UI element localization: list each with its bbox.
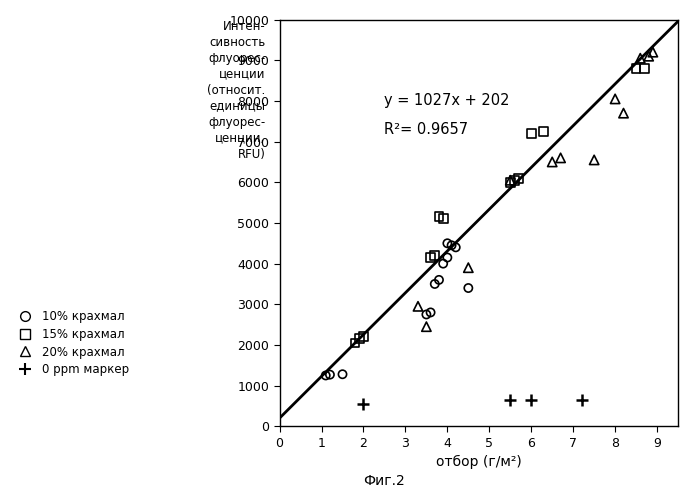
Point <box>438 260 449 268</box>
Point <box>442 254 453 262</box>
Point <box>425 309 436 317</box>
Point <box>463 284 474 292</box>
Point <box>425 254 436 262</box>
Point <box>446 242 457 249</box>
Point <box>358 333 369 341</box>
Point <box>505 176 516 184</box>
Point <box>350 339 361 347</box>
Point <box>547 158 558 166</box>
Point <box>320 371 331 379</box>
Point <box>639 65 650 73</box>
Point <box>354 335 365 343</box>
Point <box>643 52 654 60</box>
Point <box>358 400 369 408</box>
Text: Интен-
сивность
флуорес-
ценции
(относит.
единицы
флуорес-
ценции,
RFU): Интен- сивность флуорес- ценции (относит… <box>208 20 266 161</box>
Point <box>509 176 520 184</box>
Point <box>618 109 629 117</box>
Point <box>505 396 516 404</box>
Point <box>505 178 516 186</box>
Point <box>324 371 336 379</box>
Point <box>421 323 432 331</box>
Point <box>433 213 445 221</box>
Text: y = 1027x + 202: y = 1027x + 202 <box>384 94 510 108</box>
Point <box>647 48 658 56</box>
Legend: 10% крахмал, 15% крахмал, 20% крахмал, 0 ppm маркер: 10% крахмал, 15% крахмал, 20% крахмал, 0… <box>13 310 129 376</box>
X-axis label: отбор (г/м²): отбор (г/м²) <box>436 455 521 469</box>
Point <box>421 311 432 319</box>
Point <box>442 239 453 247</box>
Point <box>450 244 461 251</box>
Point <box>589 156 600 164</box>
Point <box>555 154 566 162</box>
Point <box>438 215 449 223</box>
Text: Фиг.2: Фиг.2 <box>363 473 405 488</box>
Point <box>337 370 348 378</box>
Point <box>526 396 537 404</box>
Point <box>576 396 587 404</box>
Point <box>429 280 440 288</box>
Point <box>463 264 474 271</box>
Point <box>433 276 445 284</box>
Point <box>635 54 646 62</box>
Point <box>526 129 537 137</box>
Point <box>513 174 524 182</box>
Point <box>630 65 642 73</box>
Point <box>610 95 621 103</box>
Point <box>412 302 424 310</box>
Point <box>429 251 440 259</box>
Text: R²= 0.9657: R²= 0.9657 <box>384 122 468 137</box>
Point <box>538 127 549 135</box>
